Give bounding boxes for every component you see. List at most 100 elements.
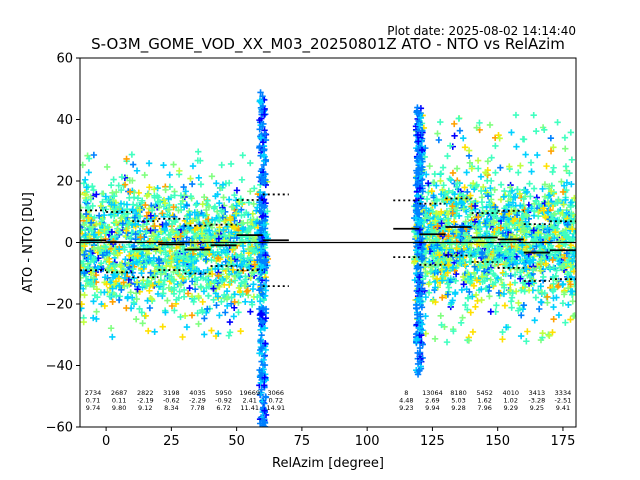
data-point — [513, 143, 520, 150]
data-point — [250, 200, 257, 208]
data-point — [425, 189, 432, 196]
data-point — [231, 298, 238, 306]
data-point — [254, 293, 261, 301]
data-point — [137, 234, 144, 241]
bin-stat-label: 9.23 — [399, 404, 413, 412]
data-point — [133, 295, 140, 303]
data-point — [450, 327, 457, 335]
data-point — [231, 291, 238, 298]
data-point — [210, 296, 217, 303]
data-point — [162, 220, 170, 227]
data-point — [195, 148, 202, 155]
data-point — [491, 186, 498, 193]
data-point — [129, 206, 136, 213]
data-point — [198, 230, 206, 237]
data-point — [180, 252, 187, 260]
data-point — [228, 294, 235, 301]
data-point — [151, 186, 158, 193]
data-point — [111, 212, 118, 220]
data-point — [168, 220, 176, 228]
data-point — [546, 183, 553, 190]
data-point — [80, 274, 84, 281]
data-point — [245, 199, 253, 206]
data-point — [176, 288, 183, 295]
data-point — [149, 282, 157, 289]
data-point — [241, 258, 248, 265]
data-point — [455, 115, 463, 122]
data-point — [219, 181, 227, 188]
data-point — [257, 134, 264, 141]
bin-stat-label: 9.74 — [86, 404, 100, 412]
data-point — [484, 158, 492, 165]
y-tick-label: −20 — [46, 298, 73, 313]
data-point — [103, 280, 110, 288]
data-point — [201, 331, 208, 338]
data-point — [133, 290, 140, 297]
data-point — [240, 248, 247, 255]
data-point — [260, 151, 267, 159]
data-point — [107, 182, 115, 189]
data-point — [220, 194, 227, 201]
data-point — [550, 303, 557, 311]
data-point — [148, 233, 155, 240]
data-point — [136, 227, 144, 235]
data-point — [141, 171, 148, 179]
data-point — [485, 283, 493, 291]
data-point — [256, 126, 263, 133]
data-point — [140, 277, 147, 284]
data-point — [117, 263, 125, 270]
data-point — [252, 248, 259, 256]
data-point — [101, 274, 109, 281]
data-point — [259, 93, 266, 100]
data-point — [495, 132, 502, 139]
data-point — [125, 259, 132, 267]
data-point — [218, 161, 225, 169]
data-point — [249, 236, 257, 243]
data-point — [511, 279, 519, 286]
data-point — [110, 176, 117, 183]
data-point — [99, 252, 107, 259]
data-point — [86, 233, 93, 240]
data-point — [171, 192, 178, 199]
data-point — [118, 173, 126, 181]
data-point — [524, 328, 531, 335]
data-point — [438, 321, 445, 329]
data-point — [127, 289, 134, 296]
data-point — [90, 245, 98, 252]
data-point — [132, 220, 139, 228]
data-point — [145, 327, 152, 335]
data-point — [256, 199, 263, 206]
data-point — [225, 196, 233, 203]
data-point — [144, 297, 151, 304]
data-point — [235, 284, 243, 292]
data-point — [439, 164, 447, 171]
data-point — [239, 242, 247, 250]
data-point — [499, 328, 506, 336]
data-point — [474, 267, 481, 274]
data-point — [259, 304, 267, 312]
data-point — [177, 200, 185, 208]
data-point — [115, 182, 122, 189]
data-point — [257, 372, 264, 379]
data-point — [81, 176, 89, 183]
data-point — [181, 286, 188, 294]
data-point — [232, 210, 240, 217]
data-point — [143, 260, 150, 268]
data-point — [539, 329, 546, 337]
data-point — [159, 323, 166, 330]
data-point — [147, 212, 155, 219]
data-point — [257, 379, 265, 386]
y-tick-label: −60 — [46, 421, 73, 436]
data-point — [523, 338, 530, 345]
data-point — [256, 420, 264, 427]
data-point — [179, 224, 187, 231]
data-point — [256, 298, 264, 305]
data-point — [414, 104, 421, 111]
data-point — [256, 275, 263, 282]
x-axis-label: RelAzim [degree] — [272, 456, 384, 471]
data-point — [450, 249, 457, 256]
data-point — [112, 219, 120, 226]
data-point — [126, 219, 133, 227]
data-point — [81, 242, 88, 250]
data-point — [119, 220, 127, 227]
